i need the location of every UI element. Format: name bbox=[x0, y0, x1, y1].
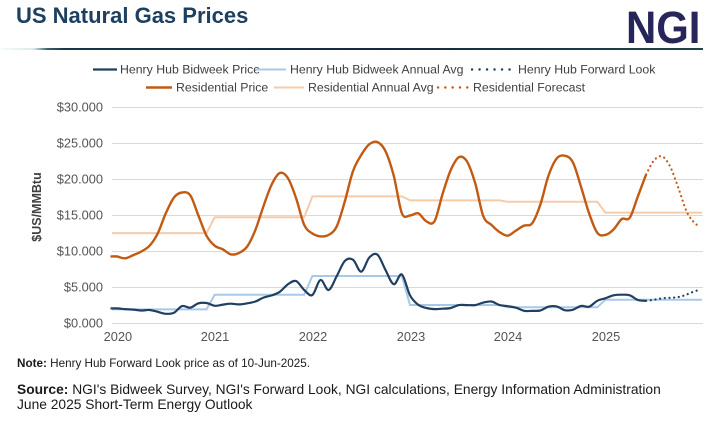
svg-text:2021: 2021 bbox=[201, 329, 229, 344]
svg-text:Henry Hub Bidweek Price: Henry Hub Bidweek Price bbox=[120, 63, 260, 77]
svg-text:Henry Hub Bidweek Annual Avg: Henry Hub Bidweek Annual Avg bbox=[290, 63, 464, 77]
svg-text:$20.000: $20.000 bbox=[57, 171, 103, 186]
svg-text:Henry Hub Forward Look: Henry Hub Forward Look bbox=[518, 63, 656, 77]
svg-text:$0.000: $0.000 bbox=[64, 315, 103, 330]
svg-text:$15.000: $15.000 bbox=[57, 207, 103, 222]
svg-text:2025: 2025 bbox=[592, 329, 620, 344]
svg-text:$US/MMBtu: $US/MMBtu bbox=[30, 172, 44, 241]
svg-text:2022: 2022 bbox=[299, 329, 327, 344]
svg-text:Residential Annual Avg: Residential Annual Avg bbox=[308, 81, 434, 95]
svg-text:Residential Forecast: Residential Forecast bbox=[473, 81, 586, 95]
svg-text:Residential Price: Residential Price bbox=[176, 81, 268, 95]
svg-text:2023: 2023 bbox=[397, 329, 425, 344]
svg-text:2020: 2020 bbox=[104, 329, 132, 344]
svg-text:$5.000: $5.000 bbox=[64, 279, 103, 294]
svg-text:2024: 2024 bbox=[494, 329, 522, 344]
svg-text:$30.000: $30.000 bbox=[57, 99, 103, 114]
svg-text:$25.000: $25.000 bbox=[57, 135, 103, 150]
svg-text:$10.000: $10.000 bbox=[57, 243, 103, 258]
